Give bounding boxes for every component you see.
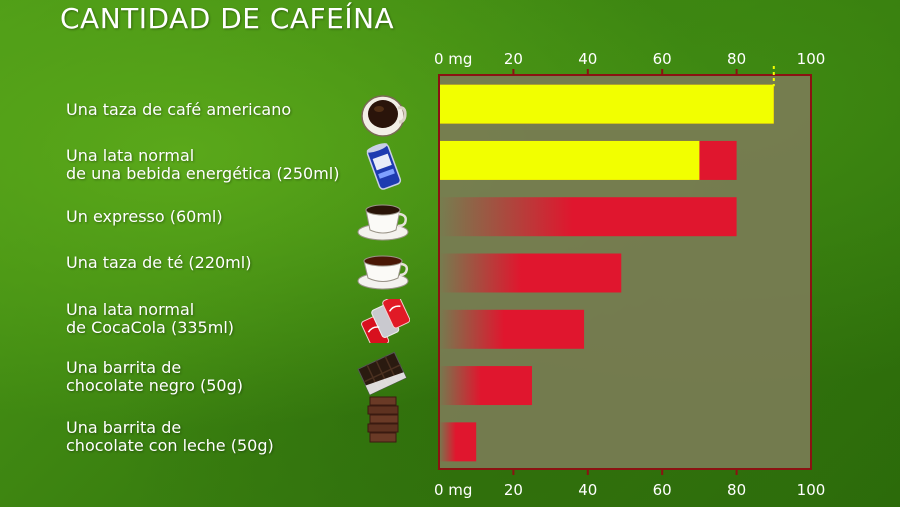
cola-cans-icon xyxy=(356,298,410,344)
bar-highlight xyxy=(439,84,774,124)
bottom-tick-label: 100 xyxy=(797,481,826,499)
dark-chocolate-icon xyxy=(356,350,410,396)
bar xyxy=(439,422,477,462)
top-tick-label: 40 xyxy=(578,50,597,68)
espresso-cup-icon xyxy=(356,197,410,243)
category-label-milk-chocolate: Una barrita de chocolate con leche (50g) xyxy=(66,418,274,455)
top-tick-label: 100 xyxy=(797,50,826,68)
bottom-tick-label: 60 xyxy=(653,481,672,499)
chart-title: CANTIDAD DE CAFEÍNA xyxy=(60,2,395,35)
coffee-cup-icon xyxy=(356,92,410,138)
energy-drink-can-icon xyxy=(356,143,410,190)
bar xyxy=(439,197,737,237)
bottom-tick-label: 0 mg xyxy=(434,481,472,499)
category-label-tea: Una taza de té (220ml) xyxy=(66,253,252,272)
category-label-espresso: Un expresso (60ml) xyxy=(66,207,223,226)
bar xyxy=(439,309,585,349)
category-label-cocacola: Una lata normal de CocaCola (335ml) xyxy=(66,300,234,337)
category-label-energy-drink: Una lata normal de una bebida energética… xyxy=(66,146,340,183)
top-axis: 0 mg 20 40 60 80 100 xyxy=(434,50,825,75)
bar xyxy=(439,366,532,406)
bottom-axis: 0 mg 20 40 60 80 100 xyxy=(434,469,825,499)
top-tick-label: 20 xyxy=(504,50,523,68)
category-label-dark-chocolate: Una barrita de chocolate negro (50g) xyxy=(66,358,244,395)
bottom-tick-label: 40 xyxy=(578,481,597,499)
category-label-americano: Una taza de café americano xyxy=(66,100,292,119)
bar-highlight xyxy=(439,140,700,180)
tea-cup-icon xyxy=(356,246,410,292)
milk-chocolate-icon xyxy=(356,396,410,444)
bar xyxy=(439,253,622,293)
top-tick-label: 80 xyxy=(727,50,746,68)
plot-frame xyxy=(438,74,812,470)
category-labels: Una taza de café americano Una lata norm… xyxy=(66,0,366,507)
top-tick-label: 0 mg xyxy=(434,50,472,68)
bottom-tick-label: 20 xyxy=(504,481,523,499)
bottom-tick-label: 80 xyxy=(727,481,746,499)
top-tick-label: 60 xyxy=(653,50,672,68)
bars xyxy=(439,84,774,462)
